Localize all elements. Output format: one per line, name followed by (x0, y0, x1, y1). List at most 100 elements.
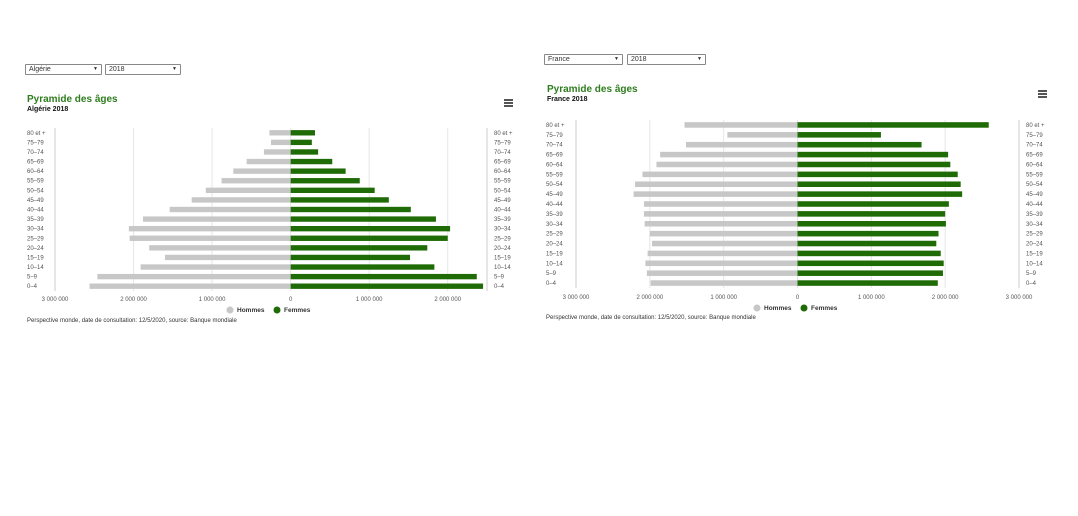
bar-femmes (797, 250, 941, 257)
year-select-value: 2018 (631, 56, 647, 63)
category-label-left: 45–49 (546, 192, 563, 198)
category-label-right: 80 et + (1026, 123, 1045, 129)
bar-femmes (290, 197, 389, 203)
category-label-right: 55–59 (494, 179, 511, 185)
bar-hommes (652, 240, 798, 247)
bar-femmes (797, 161, 951, 168)
category-label-left: 40–44 (27, 208, 44, 214)
x-tick-label: 0 (289, 297, 293, 303)
bar-hommes (643, 211, 798, 217)
bar-hommes (650, 280, 798, 286)
category-label-right: 35–39 (494, 217, 511, 223)
bar-hommes (633, 191, 798, 197)
country-select-value: France (548, 56, 570, 63)
x-tick-label: 2 000 000 (636, 295, 663, 301)
x-tick-label: 3 000 000 (42, 297, 69, 303)
country-select[interactable]: France ▼ (544, 54, 623, 65)
bar-femmes (797, 141, 922, 148)
category-label-left: 20–24 (27, 246, 44, 252)
bar-femmes (797, 181, 961, 188)
bar-femmes (290, 235, 448, 241)
bar-femmes (797, 132, 881, 138)
year-select[interactable]: 2018 ▼ (105, 64, 181, 75)
dropdown-arrow-icon: ▼ (172, 66, 177, 72)
bar-hommes (271, 139, 291, 146)
country-select[interactable]: Algérie ▼ (25, 64, 102, 75)
bar-hommes (656, 161, 798, 168)
category-label-left: 25–29 (546, 232, 563, 238)
bar-femmes (797, 230, 939, 237)
category-label-left: 70–74 (27, 150, 44, 156)
bar-hommes (644, 220, 798, 227)
category-label-right: 15–19 (1026, 251, 1043, 257)
legend-femmes-marker (273, 306, 281, 314)
source-note: Perspective monde, date de consultation:… (27, 318, 237, 324)
category-label-right: 80 et + (494, 131, 513, 137)
bar-hommes (140, 264, 291, 270)
category-label-left: 55–59 (546, 172, 563, 178)
category-label-left: 5–9 (546, 271, 557, 277)
bar-femmes (290, 139, 312, 146)
bar-femmes (797, 270, 943, 276)
category-label-right: 10–14 (1026, 261, 1043, 267)
bar-hommes (649, 230, 798, 237)
bar-hommes (635, 181, 798, 188)
hamburger-menu-icon[interactable] (504, 99, 513, 107)
category-label-left: 10–14 (27, 265, 44, 271)
population-pyramid-chart: 3 000 000 2 000 000 1 000 000 0 1 000 000 2 0… (546, 120, 1045, 312)
x-tick-label: 1 000 000 (858, 295, 885, 301)
dropdown-arrow-icon: ▼ (697, 56, 702, 62)
legend-hommes-label: Hommes (764, 305, 792, 312)
dropdown-arrow-icon: ▼ (614, 56, 619, 62)
category-label-right: 60–64 (1026, 162, 1043, 168)
year-select[interactable]: 2018 ▼ (627, 54, 706, 65)
category-label-right: 70–74 (494, 150, 511, 156)
category-label-right: 70–74 (1026, 143, 1043, 149)
bar-hommes (233, 168, 291, 174)
category-label-right: 60–64 (494, 169, 511, 175)
bar-hommes (660, 151, 798, 158)
category-label-left: 0–4 (27, 284, 38, 290)
hamburger-menu-icon[interactable] (1038, 90, 1047, 98)
bar-femmes (290, 225, 451, 232)
x-tick-label: 0 (796, 295, 800, 301)
category-label-right: 50–54 (1026, 182, 1043, 188)
country-select-value: Algérie (29, 66, 51, 73)
category-label-right: 15–19 (494, 255, 511, 261)
bar-hommes (246, 158, 291, 165)
category-label-right: 65–69 (1026, 153, 1043, 159)
bar-hommes (128, 225, 291, 232)
bar-hommes (647, 250, 798, 257)
legend-hommes-label: Hommes (237, 307, 265, 314)
category-label-right: 75–79 (494, 140, 511, 146)
category-label-right: 30–34 (494, 227, 511, 233)
bar-femmes (290, 245, 428, 251)
category-label-left: 70–74 (546, 143, 563, 149)
category-label-right: 25–29 (1026, 232, 1043, 238)
bar-hommes (191, 197, 291, 203)
category-label-right: 10–14 (494, 265, 511, 271)
category-label-right: 55–59 (1026, 172, 1043, 178)
category-label-right: 30–34 (1026, 222, 1043, 228)
legend-femmes-label: Femmes (811, 305, 838, 312)
category-label-right: 40–44 (1026, 202, 1043, 208)
category-label-left: 5–9 (27, 275, 38, 281)
bar-femmes (290, 149, 319, 155)
bar-femmes (797, 240, 937, 247)
legend-hommes-marker (226, 306, 234, 314)
category-label-right: 5–9 (1026, 271, 1037, 277)
category-label-left: 10–14 (546, 261, 563, 267)
bar-hommes (684, 122, 798, 128)
bar-femmes (290, 178, 360, 184)
bar-hommes (164, 254, 291, 261)
bar-femmes (290, 187, 375, 194)
category-label-left: 75–79 (27, 140, 44, 146)
category-label-left: 50–54 (546, 182, 563, 188)
bar-femmes (797, 201, 949, 207)
bar-femmes (290, 283, 484, 289)
bar-hommes (129, 235, 291, 241)
bar-femmes (290, 273, 477, 280)
x-tick-label: 2 000 000 (932, 295, 959, 301)
bar-hommes (221, 178, 291, 184)
